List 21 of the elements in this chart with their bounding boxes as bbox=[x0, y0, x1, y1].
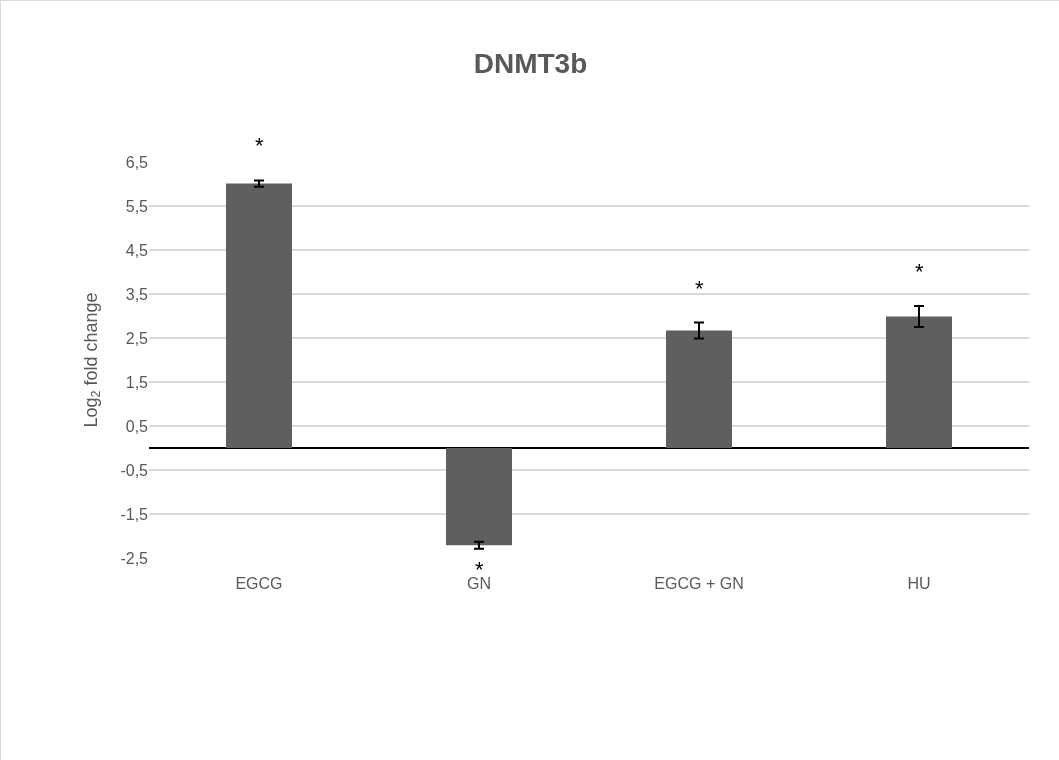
y-tick-label: 6,5 bbox=[125, 153, 149, 171]
annotation: * bbox=[695, 276, 704, 301]
bar bbox=[666, 330, 732, 448]
y-tick-label: -0,5 bbox=[120, 461, 149, 479]
bar bbox=[446, 448, 512, 546]
y-tick-label: 2,5 bbox=[125, 329, 149, 347]
chart-title: DNMT3b bbox=[473, 48, 588, 80]
y-tick-label: 5,5 bbox=[125, 197, 149, 215]
annotation: * bbox=[255, 133, 264, 158]
y-tick-label: 1,5 bbox=[125, 373, 149, 391]
bar bbox=[226, 183, 292, 448]
y-tick-label: -1,5 bbox=[120, 505, 149, 523]
annotation: * bbox=[915, 259, 924, 284]
y-tick-label: 4,5 bbox=[125, 241, 149, 259]
bar bbox=[886, 316, 952, 448]
x-tick-label: EGCG + GN bbox=[654, 575, 744, 592]
x-tick-label: HU bbox=[907, 575, 931, 592]
y-tick-label: -2,5 bbox=[120, 549, 149, 567]
y-tick-label: 0,5 bbox=[125, 417, 149, 435]
x-tick-label: EGCG bbox=[235, 575, 283, 592]
y-tick-label: 3,5 bbox=[125, 285, 149, 303]
